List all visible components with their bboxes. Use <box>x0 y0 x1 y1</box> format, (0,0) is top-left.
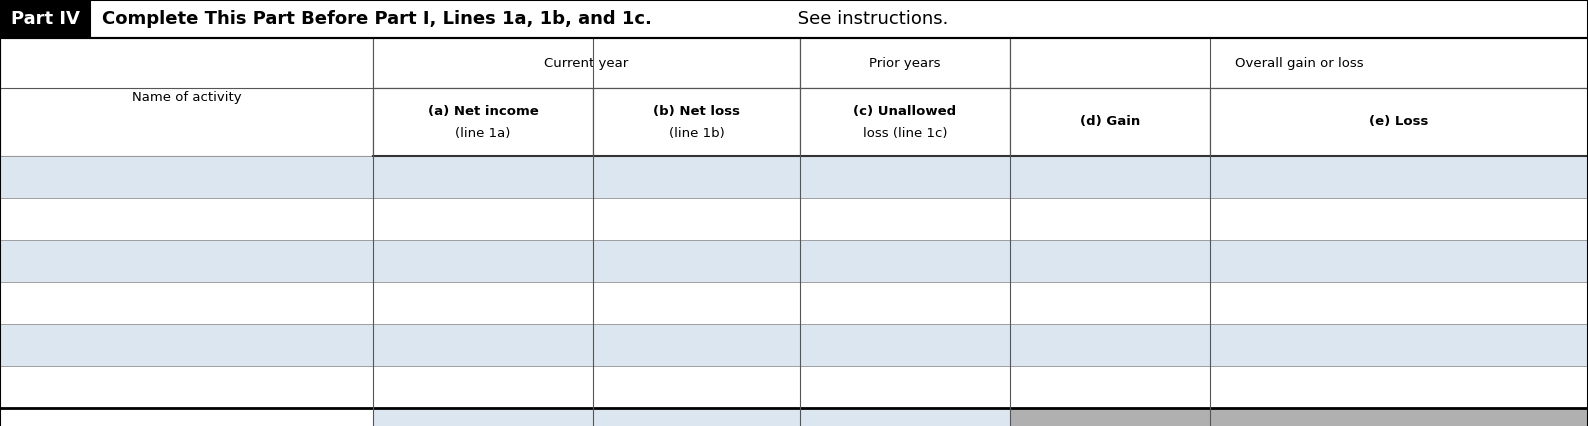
Bar <box>1210 324 1588 366</box>
Bar <box>592 408 800 426</box>
Text: (c) Unallowed: (c) Unallowed <box>853 104 956 118</box>
Bar <box>373 198 592 240</box>
Bar <box>800 198 1010 240</box>
Bar <box>592 366 800 408</box>
Bar <box>0 408 373 426</box>
Text: (b) Net loss: (b) Net loss <box>653 104 740 118</box>
Bar <box>800 282 1010 324</box>
Bar <box>1010 282 1210 324</box>
Bar <box>1010 366 1210 408</box>
Bar <box>91 0 1588 38</box>
Text: (d) Gain: (d) Gain <box>1080 115 1140 129</box>
Bar <box>0 0 91 38</box>
Bar <box>800 408 1010 426</box>
Bar <box>0 38 373 156</box>
Text: Overall gain or loss: Overall gain or loss <box>1235 57 1364 69</box>
Bar <box>1210 156 1588 198</box>
Bar <box>0 282 373 324</box>
Bar <box>800 366 1010 408</box>
Bar <box>1210 240 1588 282</box>
Bar <box>373 38 800 88</box>
Bar <box>373 88 592 156</box>
Bar <box>1010 198 1210 240</box>
Bar <box>0 366 373 408</box>
Bar <box>1010 324 1210 366</box>
Bar <box>592 156 800 198</box>
Bar <box>1210 88 1588 156</box>
Bar <box>1210 282 1588 324</box>
Bar <box>1010 240 1210 282</box>
Bar <box>800 38 1010 88</box>
Text: (e) Loss: (e) Loss <box>1369 115 1429 129</box>
Bar <box>373 366 592 408</box>
Bar <box>373 156 592 198</box>
Text: Current year: Current year <box>545 57 629 69</box>
Text: Part IV: Part IV <box>11 10 79 28</box>
Bar <box>592 240 800 282</box>
Text: (line 1a): (line 1a) <box>456 127 511 141</box>
Bar <box>0 198 373 240</box>
Bar <box>800 156 1010 198</box>
Bar <box>1210 366 1588 408</box>
Bar <box>800 88 1010 156</box>
Bar <box>0 38 1588 88</box>
Text: loss (line 1c): loss (line 1c) <box>862 127 948 141</box>
Bar <box>373 408 592 426</box>
Bar <box>1210 198 1588 240</box>
Text: Complete This Part Before Part I, Lines 1a, 1b, and 1c.: Complete This Part Before Part I, Lines … <box>102 10 653 28</box>
Text: (a) Net income: (a) Net income <box>427 104 538 118</box>
Bar <box>0 324 373 366</box>
Bar <box>0 240 373 282</box>
Bar <box>1210 408 1588 426</box>
Bar <box>800 240 1010 282</box>
Bar <box>800 324 1010 366</box>
Bar <box>373 324 592 366</box>
Bar <box>0 156 373 198</box>
Bar <box>592 198 800 240</box>
Bar <box>1010 88 1210 156</box>
Text: Name of activity: Name of activity <box>132 90 241 104</box>
Bar <box>592 324 800 366</box>
Bar <box>373 282 592 324</box>
Bar <box>373 240 592 282</box>
Bar <box>592 282 800 324</box>
Text: See instructions.: See instructions. <box>792 10 948 28</box>
Bar <box>592 88 800 156</box>
Text: (line 1b): (line 1b) <box>669 127 724 141</box>
Bar <box>1010 408 1210 426</box>
Text: Prior years: Prior years <box>869 57 940 69</box>
Bar <box>1010 38 1588 88</box>
Bar <box>1010 156 1210 198</box>
